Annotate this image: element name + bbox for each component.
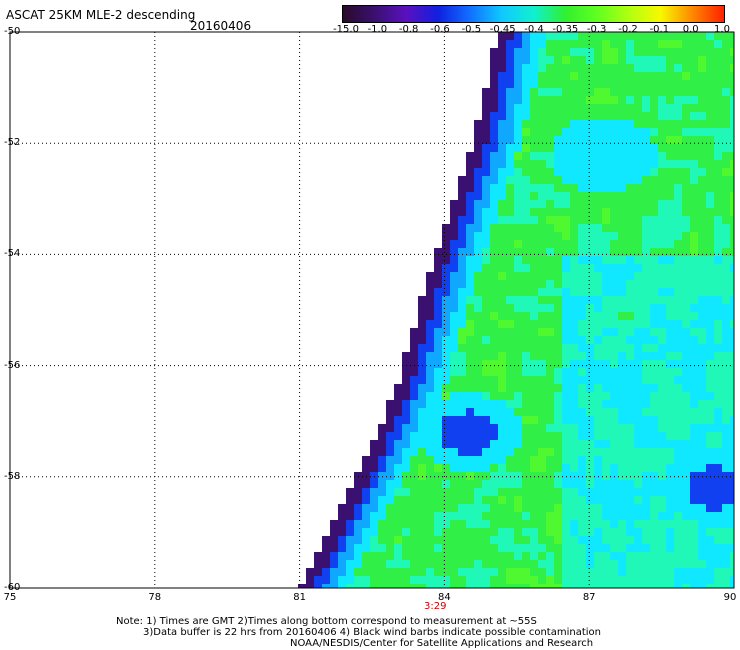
longitude-tick-label: 84 [438, 592, 451, 603]
longitude-tick-label: 90 [723, 592, 737, 603]
colorbar-label: -0.6 [430, 24, 450, 35]
latitude-tick-label: -50 [4, 26, 21, 37]
latitude-tick-label: -60 [4, 582, 21, 593]
colorbar-label: -0.4 [524, 24, 544, 35]
note-line-1: Note: 1) Times are GMT 2)Times along bot… [116, 616, 537, 627]
colorbar-label: 0.0 [682, 24, 699, 35]
plot-frame [9, 31, 735, 589]
colorbar [342, 5, 725, 23]
date-label: 20160406 [190, 19, 252, 33]
colorbar-label: -0.35 [552, 24, 579, 35]
longitude-tick-label: 78 [148, 592, 162, 603]
note-line-2: 3)Data buffer is 22 hrs from 20160406 4)… [143, 627, 601, 638]
note-line-3: NOAA/NESDIS/Center for Satellite Applica… [290, 638, 594, 649]
colorbar-label: -0.5 [461, 24, 482, 35]
latitude-tick-label: -52 [4, 137, 21, 149]
latitude-tick-label: -54 [4, 248, 21, 260]
swath-layer [298, 32, 734, 588]
colorbar-label: -0.8 [398, 24, 419, 35]
longitude-tick-label: 87 [582, 592, 596, 603]
colorbar-label: -0.45 [489, 24, 516, 35]
longitude-tick-label: 75 [3, 592, 17, 603]
colorbar-label: 1.0 [714, 24, 730, 35]
colorbar-label: -15.0 [333, 24, 359, 35]
colorbar-label: -0.1 [649, 24, 670, 35]
colorbar-labels: -15.0 -1.0 -0.8 -0.6 -0.5 -0.45 -0.4 -0.35 -0.3-… [333, 24, 730, 36]
longitude-tick-label: 81 [293, 592, 306, 603]
colorbar-label: -0.2 [618, 24, 638, 35]
chart-title: ASCAT 25KM MLE-2 descending [6, 8, 196, 22]
colorbar-label: -0.3 [586, 24, 607, 35]
latitude-tick-label: -58 [4, 470, 21, 482]
pass-time-label: 3:29 [424, 601, 447, 612]
latitude-tick-label: -56 [4, 359, 21, 371]
colorbar-label: -1.0 [367, 24, 388, 35]
